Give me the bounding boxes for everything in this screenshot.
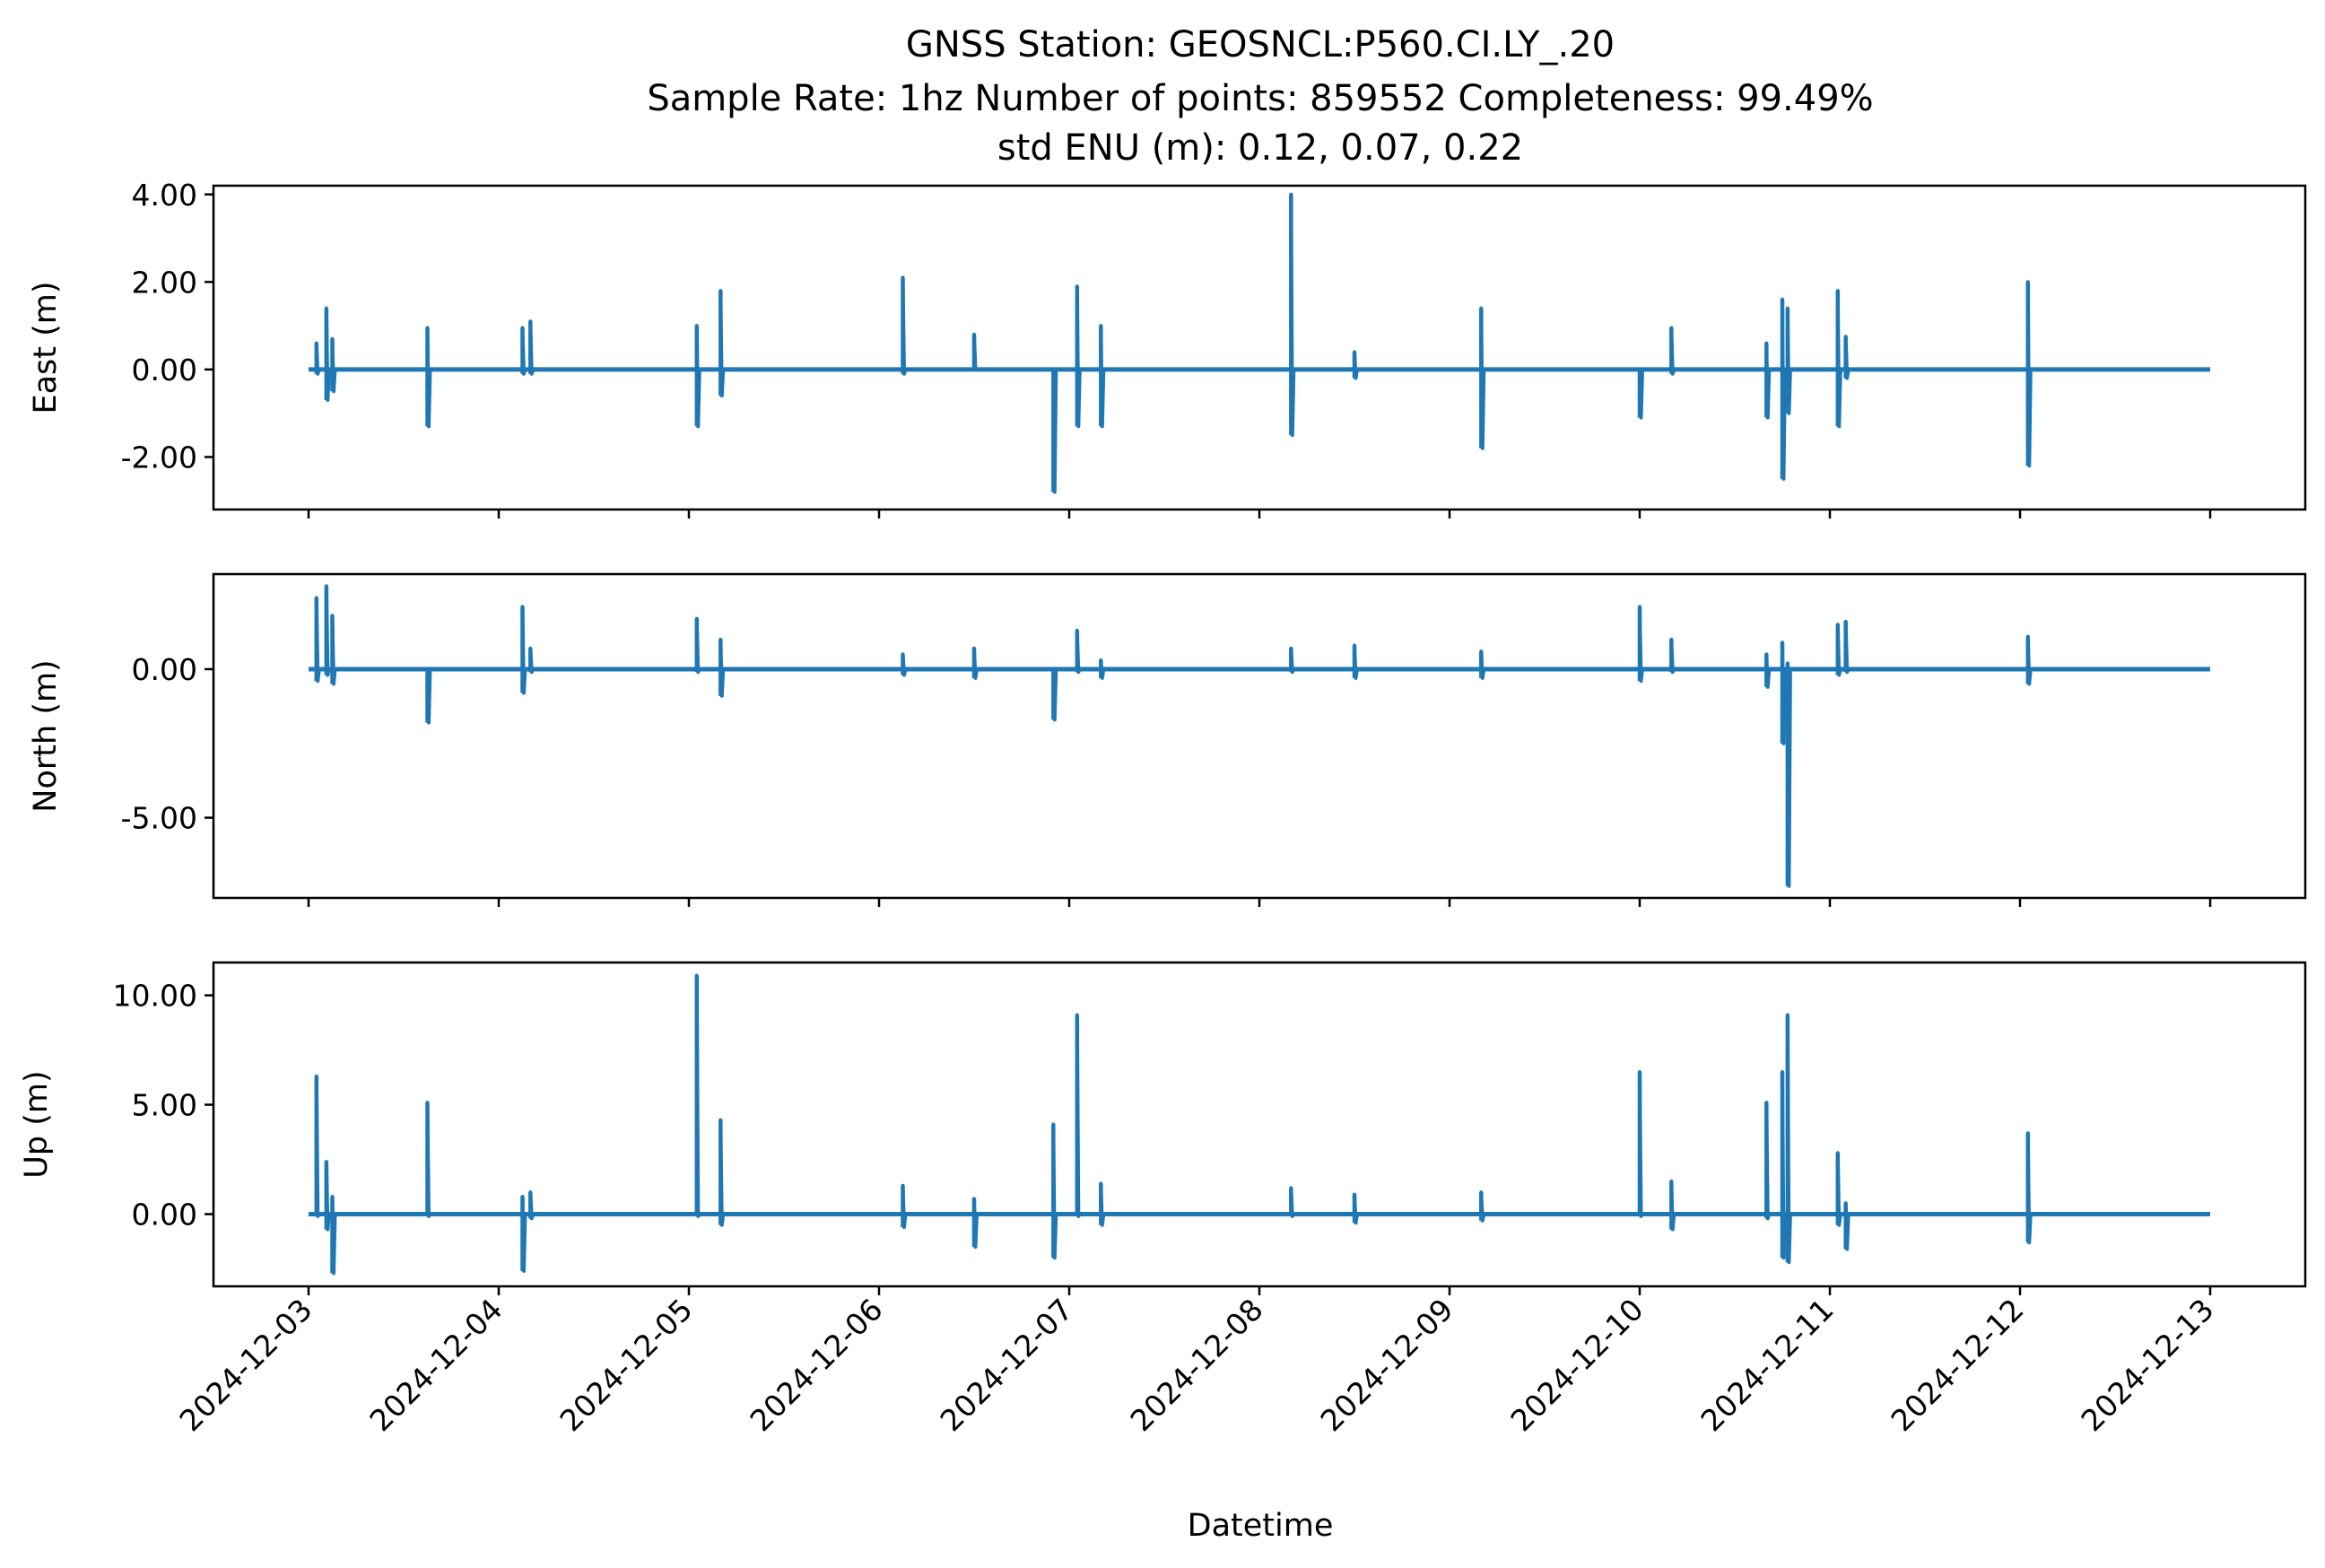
- x-axis-label: Datetime: [1188, 1508, 1334, 1544]
- y-tick-label: 5.00: [132, 1088, 197, 1123]
- y-tick-label: -2.00: [121, 440, 197, 475]
- series-group: [309, 584, 2210, 888]
- y-tick-label: 10.00: [113, 979, 197, 1014]
- series-group: [309, 192, 2210, 494]
- y-tick-label: 0.00: [132, 353, 197, 388]
- y-tick-label: 2.00: [132, 265, 197, 300]
- y-axis-label: North (m): [28, 659, 64, 812]
- y-tick-label: 0.00: [132, 1198, 197, 1233]
- east-panel: 4.00 2.00 0.00 -2.00 East (m): [28, 178, 2307, 518]
- y-tick-label: -5.00: [121, 801, 197, 836]
- north-panel: 0.00 -5.00 North (m): [28, 572, 2307, 907]
- y-axis-label: Up (m): [19, 1070, 55, 1178]
- y-tick-label: 4.00: [132, 178, 197, 213]
- y-axis-label: East (m): [28, 281, 64, 414]
- figure-title-line-1: GNSS Station: GEOSNCL:P560.CI.LY_.20: [906, 24, 1615, 65]
- series-group: [309, 973, 2210, 1276]
- figure-title-line-2: Sample Rate: 1hz Number of points: 85955…: [647, 78, 1873, 119]
- figure-title-line-3: std ENU (m): 0.12, 0.07, 0.22: [997, 127, 1523, 169]
- y-tick-label: 0.00: [132, 652, 197, 687]
